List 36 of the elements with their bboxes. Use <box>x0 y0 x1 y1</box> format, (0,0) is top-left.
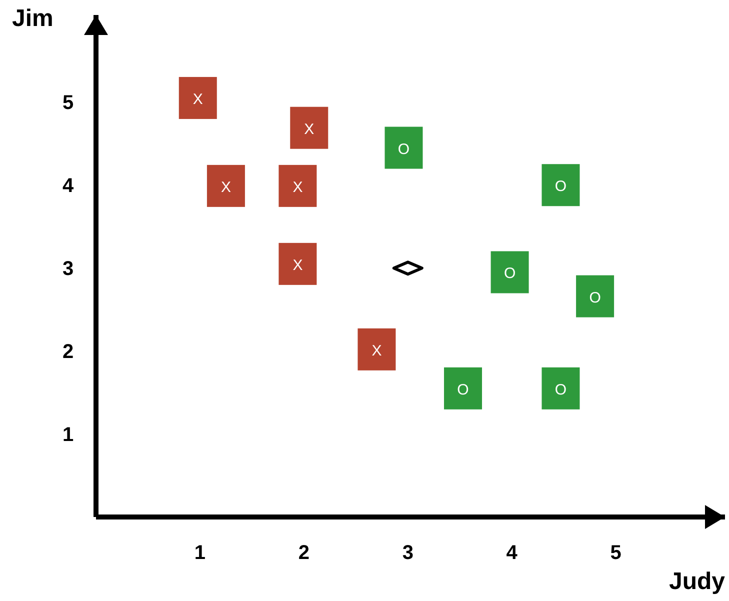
y-tick-label: 2 <box>62 341 74 364</box>
point <box>206 164 245 207</box>
text: O <box>554 381 567 398</box>
point <box>278 164 317 207</box>
text: X <box>220 178 231 196</box>
text: O <box>457 381 469 398</box>
y-tick-label: 5 <box>62 92 74 114</box>
x-tick-label: 4 <box>506 542 518 564</box>
y-tick-label: 4 <box>62 175 74 198</box>
text: O <box>589 289 601 306</box>
series-label: O <box>398 140 410 158</box>
point <box>178 76 217 119</box>
point <box>490 251 529 294</box>
text: O <box>504 265 516 282</box>
x-axis-title: Judy <box>668 568 726 595</box>
text: X <box>372 342 382 360</box>
point <box>542 367 580 410</box>
point <box>278 242 317 285</box>
text: X <box>292 256 303 274</box>
x-tick-label: 5 <box>610 542 622 564</box>
point <box>384 126 423 169</box>
text: O <box>554 178 567 196</box>
point <box>358 328 396 370</box>
x-tick-label: 1 <box>194 542 206 564</box>
series-label: X <box>192 90 203 108</box>
x-tick-label: 3 <box>402 542 414 564</box>
point <box>576 275 614 318</box>
x-tick-label: 2 <box>298 542 310 564</box>
point <box>444 367 482 410</box>
point <box>290 106 328 149</box>
y-tick-label: 3 <box>62 258 74 280</box>
y-axis-title: Jim <box>12 5 54 32</box>
point <box>542 164 580 206</box>
y-tick-label: 1 <box>62 424 74 446</box>
text: X <box>304 120 314 138</box>
text: X <box>292 178 303 196</box>
